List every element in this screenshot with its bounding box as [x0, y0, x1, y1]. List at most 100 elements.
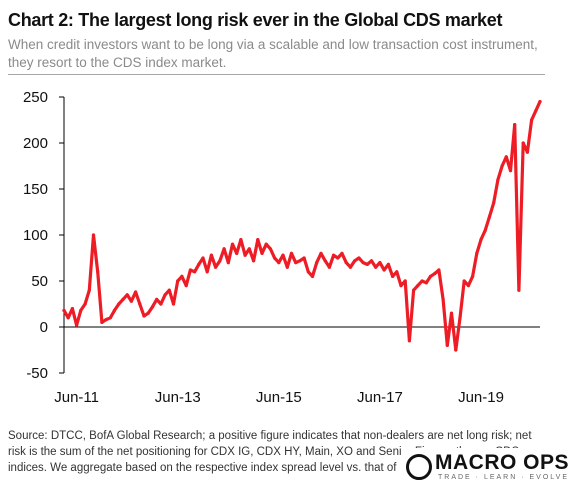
data-point [306, 270, 310, 274]
chart-subtitle: When credit investors want to be long vi… [8, 37, 538, 70]
data-point [508, 169, 513, 173]
data-point [327, 265, 331, 269]
data-point [483, 228, 487, 232]
logo-name: MACRO OPS [435, 451, 570, 474]
data-point [458, 316, 462, 320]
data-point [399, 284, 403, 288]
data-point [378, 261, 382, 265]
data-point [361, 261, 365, 265]
data-point [121, 297, 125, 301]
data-point [530, 118, 534, 122]
data-point [420, 279, 424, 283]
data-point [412, 288, 416, 292]
data-point [382, 268, 386, 272]
series-line-net-long-risk [62, 99, 542, 352]
y-tick-label: 100 [23, 227, 48, 244]
data-point [205, 270, 209, 274]
data-point [188, 268, 192, 272]
data-point [243, 253, 247, 257]
data-point [167, 288, 171, 292]
data-point [294, 261, 298, 265]
data-point [256, 238, 260, 242]
y-tick-label: 0 [40, 319, 48, 336]
data-point [138, 302, 142, 306]
data-point [466, 284, 470, 288]
x-tick-label: Jun-11 [54, 389, 99, 406]
data-point [108, 316, 112, 320]
data-point [83, 302, 87, 306]
data-point [252, 259, 256, 263]
data-point [534, 109, 538, 113]
data-point [184, 284, 188, 288]
data-point [100, 320, 104, 324]
data-point [104, 318, 108, 322]
data-point [226, 261, 230, 265]
data-point [134, 290, 138, 294]
data-point [487, 215, 492, 219]
data-point [441, 297, 445, 301]
data-point [285, 265, 289, 269]
data-point [449, 311, 454, 315]
data-point [424, 281, 428, 285]
data-point [289, 251, 294, 255]
data-point [521, 141, 525, 145]
data-point [407, 339, 411, 343]
data-point [365, 262, 369, 266]
data-point [273, 256, 277, 260]
data-point [323, 259, 327, 263]
data-point [298, 259, 302, 263]
data-point [277, 261, 281, 265]
data-point [87, 288, 91, 292]
data-point [462, 279, 466, 283]
data-point [79, 308, 83, 312]
data-point [348, 265, 352, 269]
x-axis: Jun-11 Jun-13 Jun-15 Jun-17 Jun-19 [54, 389, 504, 406]
data-point [112, 308, 117, 312]
y-tick-label: -50 [26, 365, 48, 382]
data-point [496, 178, 500, 182]
data-point [75, 323, 79, 327]
logo-tagline: TRADE · LEARN · EVOLVE [438, 474, 570, 481]
data-point [150, 305, 155, 309]
data-point [66, 316, 70, 320]
data-point [391, 274, 395, 278]
data-point [475, 251, 479, 255]
data-point [268, 247, 272, 251]
data-point [171, 302, 176, 306]
data-point [218, 259, 222, 263]
data-point [163, 293, 167, 297]
data-point [538, 100, 542, 104]
data-point [260, 251, 264, 255]
data-point [281, 253, 285, 257]
data-point [445, 343, 449, 347]
data-point [504, 155, 508, 159]
data-point [386, 262, 390, 266]
data-point [500, 164, 504, 168]
y-tick-label: 150 [23, 181, 48, 198]
x-tick-label: Jun-15 [256, 389, 302, 406]
data-point [117, 302, 121, 306]
data-point [197, 262, 201, 266]
logo-circle-icon [406, 454, 432, 480]
data-point [471, 274, 475, 278]
x-tick-label: Jun-13 [155, 389, 201, 406]
data-point [357, 256, 361, 260]
data-point [319, 251, 323, 255]
chart-title: Chart 2: The largest long risk ever in t… [8, 10, 503, 30]
data-point [146, 311, 150, 315]
data-point [433, 272, 437, 276]
data-point [344, 261, 348, 265]
data-point [492, 201, 496, 205]
y-tick-label: 250 [23, 89, 48, 106]
data-point [353, 259, 357, 263]
data-point [247, 247, 251, 251]
data-point [264, 242, 268, 246]
data-point [222, 247, 226, 251]
data-point [479, 238, 483, 242]
series-points [62, 100, 542, 352]
data-point [395, 270, 399, 274]
title-divider [8, 74, 545, 75]
data-point [454, 348, 458, 352]
data-point [159, 302, 163, 306]
data-point [235, 251, 239, 255]
